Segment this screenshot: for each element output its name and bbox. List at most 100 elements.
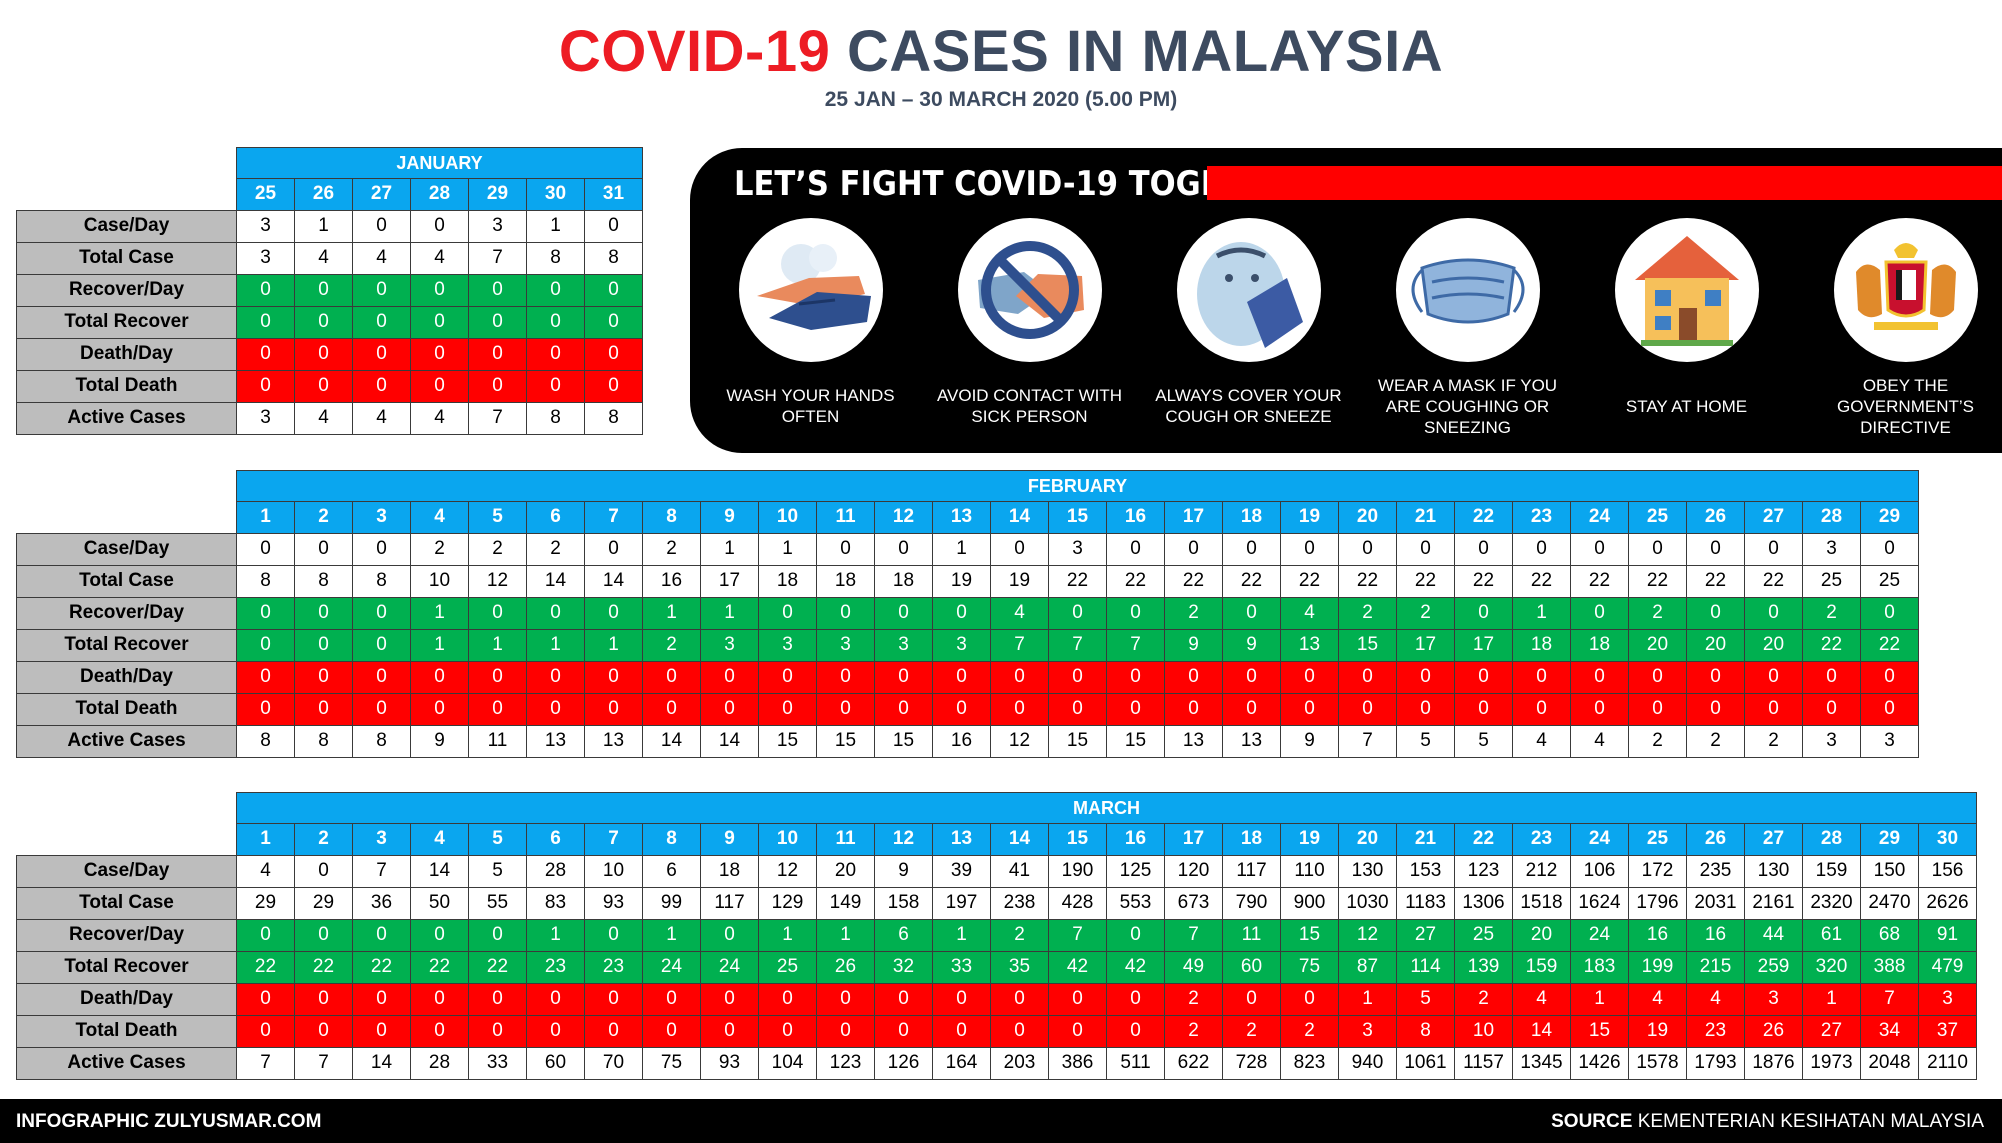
data-cell: 87	[1338, 950, 1397, 984]
data-cell: 28	[526, 854, 585, 888]
data-cell: 0	[584, 596, 643, 630]
day-number: 28	[1802, 823, 1861, 856]
data-cell: 50	[410, 886, 469, 920]
day-number: 28	[1802, 501, 1861, 534]
total-case-row: Total Case 8 8 8 10 12 14 14 16 17 18 18 18 19 19 22 22 2…	[16, 564, 1919, 598]
data-cell: 0	[1744, 532, 1803, 566]
footer-source-name: KEMENTERIAN KESIHATAN MALAYSIA	[1637, 1111, 1984, 1132]
data-cell: 1	[932, 918, 991, 952]
data-cell: 3	[1048, 532, 1107, 566]
tip-obey-government: OBEY THE GOVERNMENT’S DIRECTIVE	[1798, 218, 2002, 442]
data-cell: 156	[1918, 854, 1977, 888]
data-cell: 0	[1570, 660, 1629, 694]
data-cell: 0	[526, 982, 585, 1016]
data-cell: 11	[1222, 918, 1281, 952]
data-cell: 0	[1570, 596, 1629, 630]
data-cell: 0	[584, 369, 643, 403]
data-cell: 0	[990, 1014, 1049, 1048]
data-cell: 0	[932, 660, 991, 694]
data-cell: 49	[1164, 950, 1223, 984]
data-cell: 0	[526, 273, 585, 307]
data-cell: 5	[1454, 724, 1513, 758]
data-cell: 2626	[1918, 886, 1977, 920]
footer-source-label: SOURCE	[1551, 1111, 1633, 1132]
day-number: 20	[1338, 823, 1397, 856]
title-rest: CASES IN MALAYSIA	[847, 19, 1444, 84]
death-day-row: Death/Day 0 0 0 0 0 0 0 0 0 0 0 0 0 0 0 0 0 0 0 0 0 0 0 0 0 0 0 0 0	[16, 660, 1919, 694]
data-cell: 0	[236, 692, 295, 726]
data-cell: 823	[1280, 1046, 1339, 1080]
data-cell: 1	[816, 918, 875, 952]
data-cell: 15	[1048, 724, 1107, 758]
data-cell: 0	[1802, 692, 1861, 726]
data-cell: 4	[294, 241, 353, 275]
data-cell: 20	[816, 854, 875, 888]
data-cell: 0	[352, 305, 411, 339]
data-cell: 7	[1048, 628, 1107, 662]
data-cell: 0	[526, 596, 585, 630]
death-day-row: Death/Day 0 0 0 0 0 0 0	[16, 337, 643, 371]
data-cell: 0	[584, 1014, 643, 1048]
data-cell: 0	[468, 692, 527, 726]
data-cell: 68	[1860, 918, 1919, 952]
day-number: 11	[816, 501, 875, 534]
data-cell: 150	[1860, 854, 1919, 888]
data-cell: 0	[352, 1014, 411, 1048]
data-cell: 12	[990, 724, 1049, 758]
data-cell: 22	[1338, 564, 1397, 598]
data-cell: 3	[236, 241, 295, 275]
data-cell: 159	[1512, 950, 1571, 984]
data-cell: 2	[1164, 1014, 1223, 1048]
day-number: 13	[932, 501, 991, 534]
data-cell: 8	[1396, 1014, 1455, 1048]
data-cell: 12	[468, 564, 527, 598]
data-cell: 0	[584, 337, 643, 371]
data-cell: 0	[1570, 692, 1629, 726]
data-cell: 0	[1106, 982, 1165, 1016]
data-cell: 14	[352, 1046, 411, 1080]
data-cell: 8	[236, 724, 295, 758]
data-cell: 3	[468, 209, 527, 243]
data-cell: 0	[1048, 660, 1107, 694]
data-cell: 8	[352, 724, 411, 758]
data-cell: 0	[1512, 660, 1571, 694]
data-cell: 22	[1686, 564, 1745, 598]
day-number: 29	[1860, 501, 1919, 534]
total-death-row: Total Death 0 0 0 0 0 0 0 0 0 0 0 0 0 0 0 0 0 0 0 0 0 0 0 0 0 0 0 0 0	[16, 692, 1919, 726]
day-number: 23	[1512, 823, 1571, 856]
data-cell: 2	[1396, 596, 1455, 630]
data-cell: 0	[1338, 660, 1397, 694]
day-header-row: 1 2 3 4 5 6 7 8 9 10 11 12 13 14 15 16 17 18 19 20 21 22 23 24 2…	[17, 501, 1919, 534]
data-cell: 0	[1106, 692, 1165, 726]
data-cell: 7	[1338, 724, 1397, 758]
data-cell: 0	[1048, 1014, 1107, 1048]
data-cell: 7	[468, 241, 527, 275]
data-cell: 0	[468, 305, 527, 339]
data-cell: 0	[1454, 660, 1513, 694]
data-cell: 0	[932, 692, 991, 726]
day-number: 17	[1164, 501, 1223, 534]
data-cell: 130	[1338, 854, 1397, 888]
data-cell: 0	[294, 273, 353, 307]
data-cell: 15	[1106, 724, 1165, 758]
data-cell: 35	[990, 950, 1049, 984]
data-cell: 5	[468, 854, 527, 888]
data-cell: 0	[1280, 532, 1339, 566]
data-cell: 1	[700, 596, 759, 630]
data-cell: 0	[410, 337, 469, 371]
day-number: 7	[584, 823, 643, 856]
data-cell: 7	[236, 1046, 295, 1080]
data-cell: 153	[1396, 854, 1455, 888]
row-label: Total Death	[16, 692, 237, 726]
data-cell: 1876	[1744, 1046, 1803, 1080]
case-day-row: Case/Day 0 0 0 2 2 2 0 2 1 1 0 0 1 0 3 0 0 0 0 0 0 0 0 0 0 0 0 3 0	[16, 532, 1919, 566]
total-recover-row: Total Recover 22 22 22 22 22 23 23 24 24 25 26 32 33 3…	[16, 950, 1977, 984]
day-number: 11	[816, 823, 875, 856]
data-cell: 2	[468, 532, 527, 566]
row-label: Death/Day	[16, 660, 237, 694]
panel-title-bar	[1207, 166, 2002, 200]
day-number: 31	[584, 178, 643, 211]
data-cell: 2	[1222, 1014, 1281, 1048]
march-table: MARCH 1 2 3 4 5 6 7 8 9 10 11 12 13 14 15 16 17 18 19 20 21 22…	[16, 792, 1977, 1080]
day-number: 4	[410, 823, 469, 856]
